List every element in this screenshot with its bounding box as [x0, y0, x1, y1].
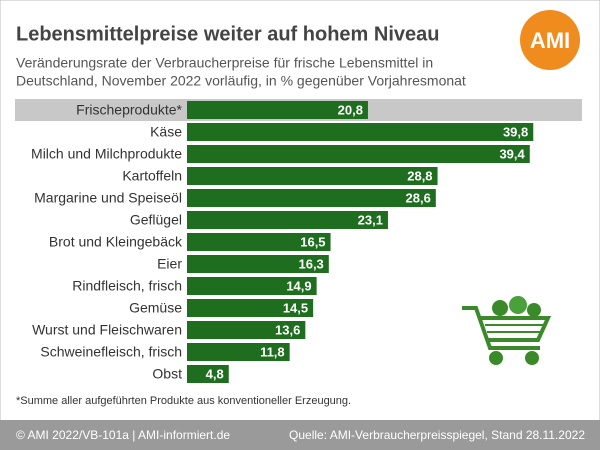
category-label: Gemüse	[129, 300, 182, 316]
value-label: 20,8	[338, 102, 363, 117]
value-label: 16,3	[298, 256, 323, 271]
category-label: Brot und Kleingebäck	[49, 234, 183, 250]
logo-badge	[520, 10, 580, 70]
bar	[187, 277, 317, 295]
bar	[187, 365, 229, 383]
bar	[187, 211, 388, 229]
category-label: Schweinefleisch, frisch	[40, 344, 182, 360]
footer-left: © AMI 2022/VB-101a | AMI-informiert.de	[16, 428, 230, 442]
value-label: 39,4	[499, 146, 525, 161]
category-label: Frischeprodukte*	[76, 102, 182, 118]
subtitle: Deutschland, November 2022 vorläufig, in…	[16, 73, 466, 89]
bar	[187, 233, 331, 251]
value-label: 14,5	[283, 300, 308, 315]
chart-title: Lebensmittelpreise weiter auf hohem Nive…	[16, 23, 439, 45]
subtitle: Veränderungsrate der Verbraucherpreise f…	[16, 55, 433, 71]
value-label: 28,6	[406, 190, 431, 205]
bar	[187, 255, 329, 273]
bar	[187, 299, 314, 317]
value-label: 23,1	[358, 212, 383, 227]
footnote: *Summe aller aufgeführten Produkte aus k…	[16, 395, 351, 407]
category-label: Milch und Milchprodukte	[31, 146, 182, 162]
value-label: 14,9	[286, 278, 311, 293]
value-label: 11,8	[260, 344, 285, 359]
category-label: Geflügel	[130, 212, 182, 228]
bar	[187, 145, 530, 163]
bar	[187, 189, 436, 207]
category-label: Rindfleisch, frisch	[72, 278, 182, 294]
logo: AMI	[530, 28, 570, 53]
bar	[187, 101, 368, 119]
category-label: Obst	[152, 366, 182, 382]
footer-band	[0, 420, 600, 450]
category-label: Margarine und Speiseöl	[34, 190, 182, 206]
bar	[187, 123, 534, 141]
cart-icon	[462, 296, 552, 365]
category-label: Käse	[150, 124, 182, 140]
value-label: 16,5	[300, 234, 325, 249]
category-label: Eier	[157, 256, 182, 272]
category-label: Wurst und Fleischwaren	[32, 322, 182, 338]
value-label: 39,8	[503, 124, 528, 139]
value-label: 28,8	[407, 168, 432, 183]
bar	[187, 343, 290, 361]
bar	[187, 321, 306, 339]
value-label: 4,8	[206, 366, 224, 381]
value-label: 13,6	[275, 322, 300, 337]
footer-right: Quelle: AMI-Verbraucherpreisspiegel, Sta…	[289, 428, 585, 442]
bar	[187, 167, 438, 185]
category-label: Kartoffeln	[122, 168, 182, 184]
